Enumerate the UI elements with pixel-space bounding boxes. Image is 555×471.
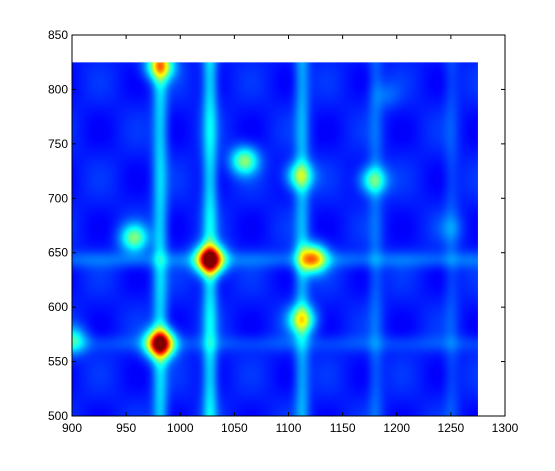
- x-tick-label: 1050: [221, 421, 248, 435]
- x-tick-label: 1150: [330, 421, 356, 435]
- y-tick-label: 700: [48, 191, 68, 205]
- heat-spot-0: [159, 343, 160, 344]
- x-tick-label: 1000: [167, 421, 194, 435]
- heat-spot-2: [312, 258, 313, 259]
- y-tick-label: 650: [48, 246, 68, 260]
- heat-spot-10: [385, 94, 386, 95]
- heat-spot-7: [372, 179, 373, 180]
- heat-spot-8: [159, 65, 160, 66]
- y-tick-label: 750: [48, 137, 68, 151]
- heat-spot-9: [450, 227, 451, 228]
- x-tick-label: 1200: [383, 421, 410, 435]
- y-axis: 500 550 600 650 700 750 800 850: [48, 28, 505, 423]
- x-tick-label: 1250: [438, 421, 465, 435]
- heat-spot-1: [209, 259, 210, 260]
- y-tick-label: 850: [48, 28, 68, 42]
- heatmap-image: [72, 62, 478, 416]
- x-tick-label: 1100: [276, 421, 302, 435]
- y-tick-label: 550: [48, 355, 68, 369]
- heat-spot-6: [299, 175, 300, 176]
- x-axis: 900 950 1000 1050 1100 1150 1200 1250 1300: [62, 35, 519, 435]
- y-tick-label: 500: [48, 409, 68, 423]
- heat-spot-4: [133, 237, 134, 238]
- heatmap-layer: [72, 62, 478, 416]
- x-tick-label: 900: [62, 421, 82, 435]
- y-tick-label: 800: [48, 82, 68, 96]
- heat-spot-3: [301, 319, 302, 320]
- heat-spot-5: [244, 160, 245, 161]
- y-tick-label: 600: [48, 300, 68, 314]
- x-tick-label: 1300: [492, 421, 519, 435]
- x-tick-label: 950: [116, 421, 136, 435]
